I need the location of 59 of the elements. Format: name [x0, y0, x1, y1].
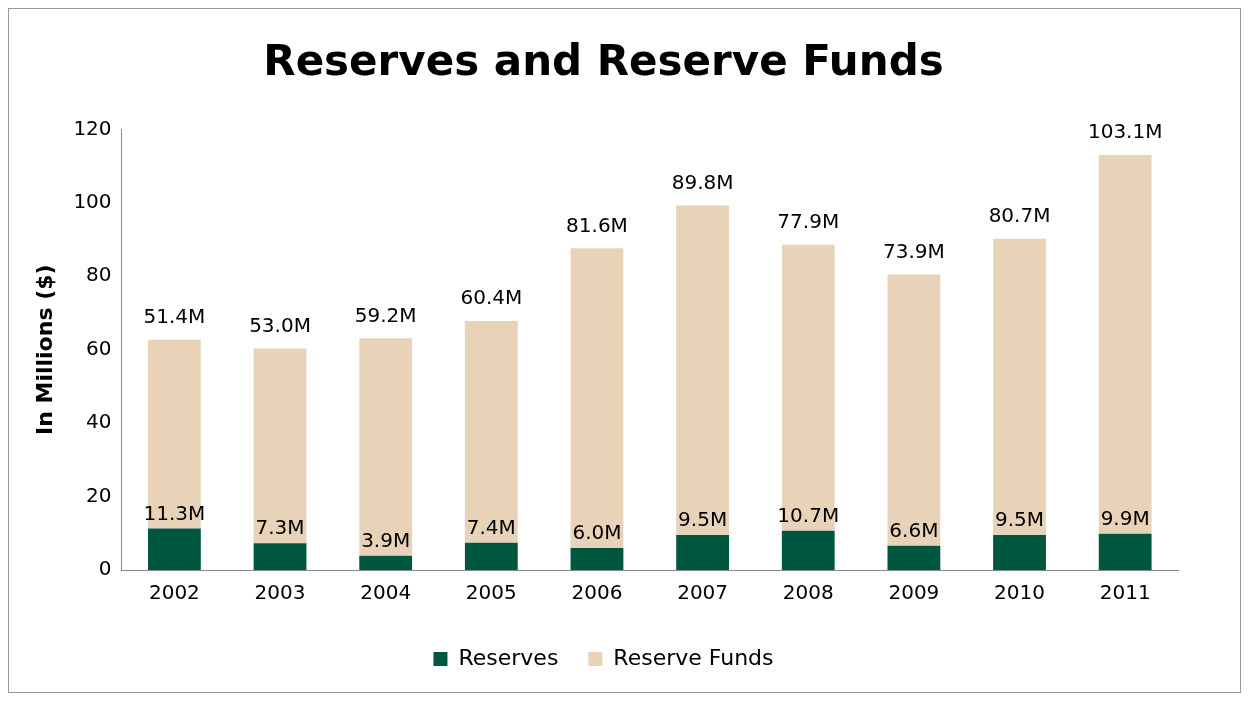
data-label: 53.0M	[249, 312, 311, 337]
data-label: 51.4M	[143, 303, 206, 328]
bar	[1098, 533, 1152, 570]
data-label: 9.5M	[678, 507, 728, 532]
x-tick-label: 2005	[465, 580, 517, 605]
x-tick-label: 2009	[888, 580, 940, 605]
data-label: 80.7M	[988, 203, 1051, 228]
bar	[253, 543, 307, 570]
data-label: 6.0M	[572, 520, 622, 545]
data-label: 10.7M	[777, 502, 840, 527]
data-label: 89.8M	[671, 169, 734, 194]
bar	[570, 248, 624, 548]
x-tick-label: 2004	[360, 580, 412, 605]
bar	[781, 530, 835, 570]
data-label: 6.6M	[889, 517, 939, 542]
y-axis-title: In Millions ($)	[31, 264, 57, 435]
bar	[464, 542, 518, 570]
x-tick-label: 2008	[782, 580, 834, 605]
data-label: 103.1M	[1087, 119, 1163, 144]
data-label: 9.9M	[1100, 505, 1150, 530]
legend-label: Reserves	[458, 644, 559, 670]
data-label: 81.6M	[566, 212, 628, 237]
x-tick-label: 2011	[1099, 580, 1151, 605]
data-label: 7.3M	[255, 515, 305, 540]
bar	[676, 535, 730, 570]
y-tick-label: 60	[86, 335, 112, 360]
x-tick-label: 2006	[571, 580, 623, 605]
bar	[887, 274, 941, 546]
x-tick-label: 2003	[254, 580, 306, 605]
x-tick-label: 2002	[148, 580, 200, 605]
bar	[147, 528, 201, 570]
bar	[1098, 155, 1152, 534]
bar	[359, 555, 413, 570]
x-tick-label: 2010	[994, 580, 1045, 605]
chart-title: Reserves and Reserve Funds	[263, 36, 944, 86]
data-label: 59.2M	[354, 302, 417, 327]
bar	[464, 321, 518, 543]
bar	[570, 547, 624, 570]
data-label: 60.4M	[460, 285, 523, 310]
data-label: 7.4M	[466, 515, 516, 540]
y-tick-label: 120	[73, 115, 112, 140]
x-tick-label: 2007	[677, 580, 729, 605]
data-label: 77.9M	[777, 208, 840, 233]
bar	[887, 545, 941, 570]
y-tick-label: 40	[86, 409, 112, 434]
y-tick-label: 100	[73, 189, 112, 214]
data-label: 9.5M	[995, 507, 1045, 532]
bar	[359, 338, 413, 556]
y-tick-label: 20	[86, 482, 112, 507]
bar	[253, 348, 307, 544]
bar	[676, 205, 730, 536]
legend-label: Reserve Funds	[613, 644, 774, 670]
y-tick-label: 0	[98, 556, 112, 581]
data-label: 3.9M	[361, 527, 411, 552]
bar	[993, 535, 1046, 570]
data-label: 73.9M	[882, 238, 945, 263]
data-label: 11.3M	[143, 500, 206, 525]
y-tick-label: 80	[86, 262, 112, 287]
bar	[993, 238, 1046, 536]
